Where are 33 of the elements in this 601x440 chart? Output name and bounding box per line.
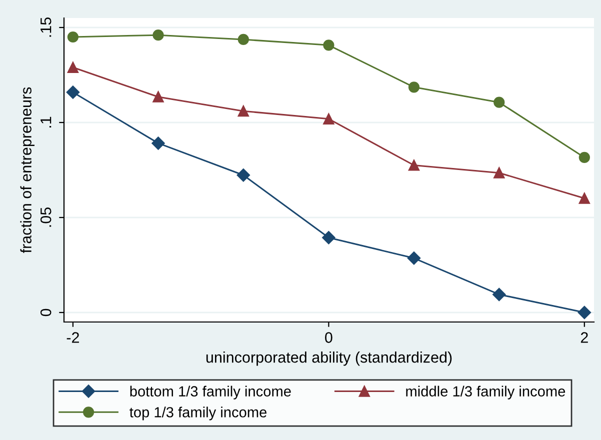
- y-tick-label: .1: [40, 116, 52, 128]
- point: [578, 192, 590, 204]
- x-tick-label: -2: [66, 332, 79, 343]
- point: [152, 136, 165, 150]
- point: [66, 86, 80, 99]
- point: [408, 82, 420, 93]
- point: [492, 288, 506, 302]
- point: [323, 40, 334, 51]
- y-tick-label: 0: [40, 308, 52, 316]
- y-tick-label: .05: [40, 208, 52, 227]
- point: [238, 106, 249, 117]
- y-axis-title: fraction of entrepreneurs: [20, 87, 34, 253]
- legend-label: top 1/3 family income: [130, 406, 267, 420]
- point: [578, 306, 591, 320]
- y-tick-label: .15: [40, 18, 52, 37]
- x-tick-label: 0: [325, 332, 332, 343]
- point: [407, 252, 421, 265]
- point: [322, 231, 336, 244]
- point: [67, 62, 79, 73]
- point: [67, 31, 79, 43]
- point: [408, 160, 420, 171]
- x-tick-label: 2: [580, 332, 588, 343]
- point: [152, 30, 164, 41]
- legend-label: middle 1/3 family income: [406, 386, 566, 400]
- point: [236, 168, 250, 182]
- legend-label: bottom 1/3 family income: [130, 386, 291, 400]
- point: [494, 96, 505, 108]
- point: [578, 152, 590, 164]
- point: [152, 91, 164, 102]
- x-axis-title: unincorporated ability (standardized): [206, 352, 452, 366]
- point: [494, 167, 505, 178]
- point: [238, 34, 249, 46]
- point: [323, 113, 334, 124]
